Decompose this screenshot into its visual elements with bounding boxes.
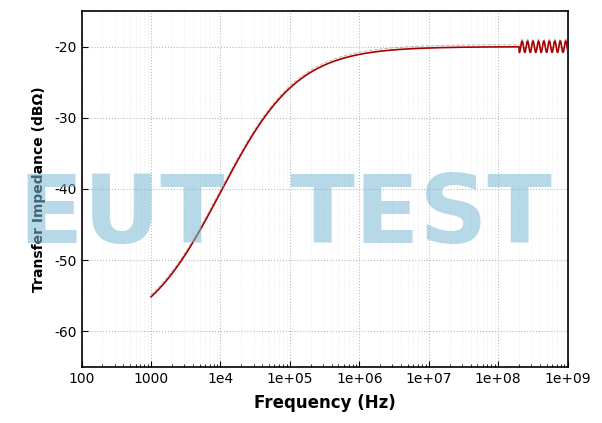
- X-axis label: Frequency (Hz): Frequency (Hz): [253, 394, 396, 412]
- Text: EUT  TEST: EUT TEST: [19, 171, 552, 264]
- Y-axis label: Transfer Impedance (dBΩ): Transfer Impedance (dBΩ): [32, 86, 46, 292]
